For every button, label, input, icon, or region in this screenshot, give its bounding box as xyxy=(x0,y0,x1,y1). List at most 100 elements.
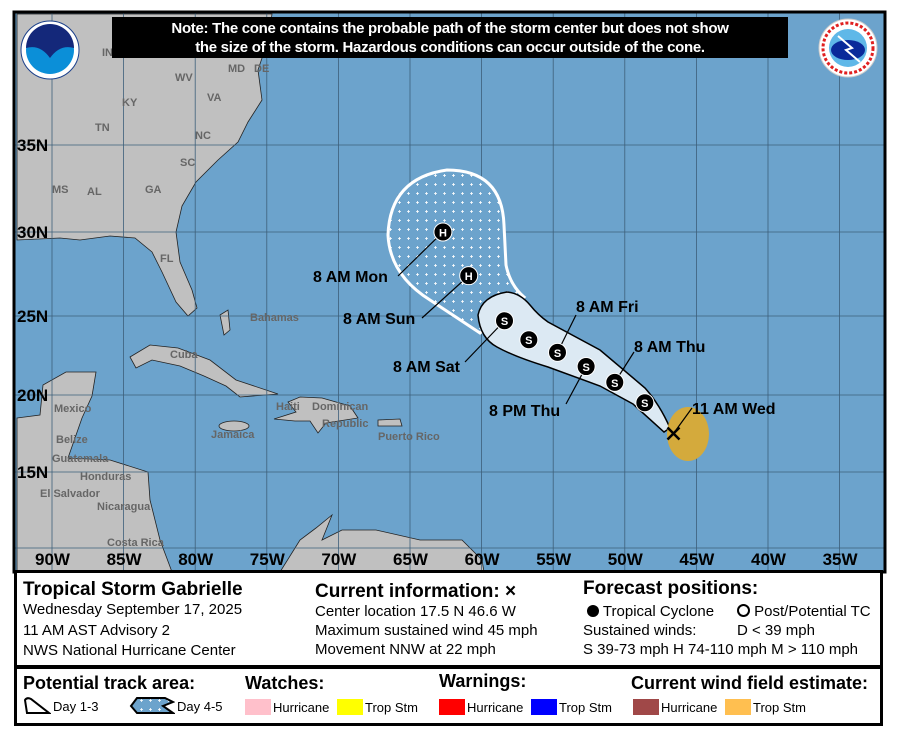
place-label: Honduras xyxy=(80,471,131,483)
cone-day-4-5 xyxy=(386,168,527,335)
depression-key: D < 39 mph xyxy=(737,622,815,639)
forecast-point-S xyxy=(576,357,596,377)
forecast-point-H xyxy=(433,222,453,242)
warning-hurricane-label: Hurricane xyxy=(467,700,524,715)
forecast-time-label: 8 AM Fri xyxy=(576,299,639,316)
max-wind: Maximum sustained wind 45 mph xyxy=(315,622,538,639)
tropical-cyclone-key: Tropical Cyclone xyxy=(587,603,714,620)
storm-name: Tropical Storm Gabrielle xyxy=(23,579,243,600)
day-1-3-label: Day 1-3 xyxy=(53,699,99,714)
south-america xyxy=(279,513,485,573)
place-label: AL xyxy=(87,186,102,198)
label-leader-line xyxy=(421,275,470,319)
forecast-time-label: 8 PM Thu xyxy=(489,403,560,420)
place-labels: INWVKYVAMDDETNNCSCMSALGAFLBermudaBahamas… xyxy=(40,47,446,549)
wind-field-title: Current wind field estimate: xyxy=(631,673,869,693)
place-label: SC xyxy=(180,157,195,169)
place-label: Dominican xyxy=(312,401,369,413)
watch-hurricane-swatch xyxy=(245,699,271,715)
place-label: Haiti xyxy=(276,401,300,413)
map: 35N 30N 25N 20N 15N 90W 85W 80W 75W 70W 65W 60W 55W… xyxy=(12,10,887,574)
watch-hurricane-label: Hurricane xyxy=(273,700,330,715)
place-label: Republic xyxy=(322,418,368,430)
place-label: Puerto Rico xyxy=(378,431,440,443)
forecast-time-label: 8 AM Thu xyxy=(634,339,705,356)
forecast-point-H xyxy=(459,266,479,286)
forecast-point-S xyxy=(495,311,515,331)
intensity-letter: H xyxy=(439,228,447,240)
longitude-label: 60W xyxy=(465,550,501,569)
wind-hurricane-swatch xyxy=(633,699,659,715)
latitude-label: 15N xyxy=(17,463,48,482)
watch-trop-stm-swatch xyxy=(337,699,363,715)
forecast-track: S 8 AM Thu S 8 PM Thu S 8 AM Fri S S 8 AM Sat S 8 … xyxy=(313,222,776,441)
place-label: Jamaica xyxy=(211,429,255,441)
latitude-label: 30N xyxy=(17,223,48,242)
forecast-positions-title: Forecast positions: xyxy=(583,578,759,599)
intensity-letter: S xyxy=(611,378,618,390)
puerto-rico xyxy=(377,418,403,427)
place-label: Bahamas xyxy=(250,312,299,324)
label-leader-line xyxy=(464,320,505,363)
note-line-2: the size of the storm. Hazardous conditi… xyxy=(195,39,705,56)
cone-note: Note: The cone contains the probable pat… xyxy=(112,17,788,58)
jamaica xyxy=(218,420,250,432)
forecast-time-label: 8 AM Sat xyxy=(393,359,461,376)
wind-trop-stm-label: Trop Stm xyxy=(753,700,806,715)
place-label: IN xyxy=(102,47,113,59)
longitude-label: 55W xyxy=(536,550,572,569)
place-label: TN xyxy=(95,122,110,134)
hispaniola xyxy=(273,396,359,434)
nws-logo xyxy=(818,18,878,78)
issuing-center: NWS National Hurricane Center xyxy=(23,642,236,659)
forecast-point-S xyxy=(519,330,539,350)
lat-lon-grid xyxy=(14,12,885,572)
latitude-labels: 35N 30N 25N 20N 15N xyxy=(17,136,48,482)
longitude-label: 70W xyxy=(321,550,357,569)
place-label: Belize xyxy=(56,434,88,446)
forecast-point-S xyxy=(605,372,625,392)
place-label: MS xyxy=(52,184,69,196)
latitude-label: 35N xyxy=(17,136,48,155)
intensity-letter: S xyxy=(641,398,648,410)
intensity-letter: S xyxy=(525,335,532,347)
place-label: Cuba xyxy=(170,349,198,361)
warning-trop-stm-label: Trop Stm xyxy=(559,700,612,715)
current-time-label: 11 AM Wed xyxy=(692,401,776,418)
tc-label: Tropical Cyclone xyxy=(602,603,715,620)
current-position-x-icon xyxy=(666,426,681,441)
legend-panel: Potential track area: Day 1-3 Day 4-5 Wa… xyxy=(14,666,883,726)
post-tc-label: Post/Potential TC xyxy=(754,603,871,620)
place-label: VA xyxy=(207,92,222,104)
longitude-label: 90W xyxy=(35,550,71,569)
intensity-letter: S xyxy=(501,316,508,328)
longitude-label: 35W xyxy=(823,550,859,569)
longitude-label: 45W xyxy=(679,550,715,569)
wind-field-trop-stm xyxy=(667,407,709,461)
place-label: El Salvador xyxy=(40,488,101,500)
watches-title: Watches: xyxy=(245,673,325,693)
info-panel: Tropical Storm Gabrielle Wednesday Septe… xyxy=(14,570,883,668)
intensity-letter: H xyxy=(465,271,473,283)
track-area-title: Potential track area: xyxy=(23,673,196,693)
post-tc-key: Post/Potential TC xyxy=(737,603,871,620)
advisory-date: Wednesday September 17, 2025 xyxy=(23,601,243,618)
longitude-labels: 90W 85W 80W 75W 70W 65W 60W 55W 50W 45W 40W 35W xyxy=(35,550,859,569)
place-label: Guatemala xyxy=(52,453,109,465)
place-label: Costa Rica xyxy=(107,537,165,549)
day-4-5-label: Day 4-5 xyxy=(177,699,223,714)
us-east-coast xyxy=(16,13,273,317)
advisory-number: 11 AM AST Advisory 2 xyxy=(23,622,171,639)
forecast-point-S xyxy=(635,393,655,413)
warning-hurricane-swatch xyxy=(439,699,465,715)
wind-hurricane-label: Hurricane xyxy=(661,700,718,715)
longitude-label: 50W xyxy=(608,550,644,569)
place-label: FL xyxy=(160,253,174,265)
place-label: KY xyxy=(122,97,138,109)
noaa-logo xyxy=(20,20,80,80)
forecast-time-label: 8 AM Mon xyxy=(313,269,388,286)
longitude-label: 65W xyxy=(393,550,429,569)
longitude-label: 40W xyxy=(751,550,787,569)
longitude-label: 85W xyxy=(107,550,143,569)
place-label: Mexico xyxy=(54,403,92,415)
